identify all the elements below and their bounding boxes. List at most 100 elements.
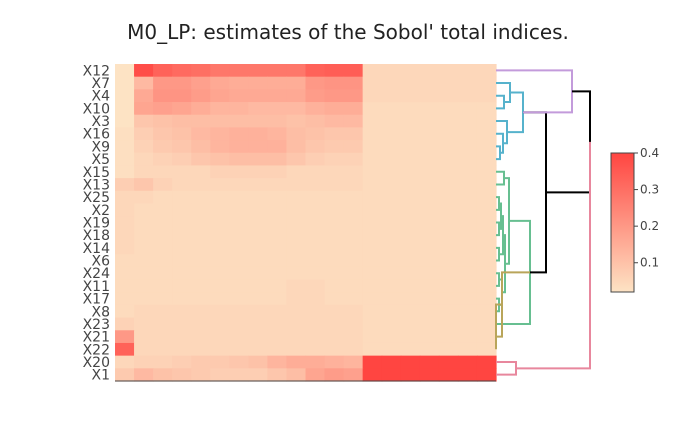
heatmap-cell — [438, 64, 459, 78]
heatmap-cell — [134, 114, 154, 128]
y-tick-label: X25 — [83, 190, 110, 206]
heatmap-cell — [362, 64, 383, 78]
heatmap-cell — [134, 216, 154, 230]
heatmap-cell — [286, 266, 307, 281]
heatmap-cell — [134, 89, 154, 103]
heatmap-cell — [286, 228, 307, 243]
heatmap-cell — [324, 342, 345, 357]
heatmap-cell — [324, 216, 345, 230]
heatmap-cell — [210, 304, 230, 319]
heatmap-cell — [115, 342, 135, 357]
heatmap-cell — [457, 304, 478, 319]
heatmap-cell — [343, 254, 364, 268]
heatmap-cell — [457, 317, 478, 331]
heatmap-cell — [419, 355, 440, 369]
heatmap-cell — [476, 241, 497, 255]
heatmap-cell — [381, 127, 402, 141]
heatmap-cell — [400, 368, 421, 382]
heatmap-cell — [229, 89, 249, 103]
heatmap-cell — [457, 64, 478, 78]
heatmap-cell — [343, 203, 364, 217]
heatmap-cell — [267, 190, 288, 205]
heatmap-cell — [324, 76, 345, 90]
heatmap-cell — [476, 102, 497, 116]
heatmap-cell — [172, 102, 192, 116]
heatmap-cell — [419, 190, 440, 205]
heatmap-cell — [343, 152, 364, 167]
heatmap-cell — [115, 102, 135, 116]
heatmap-cell — [115, 64, 135, 78]
heatmap-cell — [115, 89, 135, 103]
heatmap-cell — [419, 330, 440, 344]
heatmap-cell — [305, 127, 326, 141]
heatmap-cell — [343, 165, 364, 179]
heatmap-cell — [476, 317, 497, 331]
y-tick-label: X13 — [83, 177, 110, 193]
heatmap-cell — [381, 203, 402, 217]
heatmap-cell — [229, 228, 249, 243]
heatmap-cell — [381, 165, 402, 179]
heatmap-cell — [476, 355, 497, 369]
heatmap-cell — [362, 292, 383, 306]
heatmap-cell — [229, 355, 249, 369]
y-tick-label: X16 — [83, 127, 110, 143]
heatmap-cell — [419, 342, 440, 357]
heatmap-cell — [324, 203, 345, 217]
heatmap-cell — [381, 292, 402, 306]
heatmap-cell — [153, 190, 173, 205]
heatmap-cell — [400, 114, 421, 128]
heatmap-cell — [229, 241, 249, 255]
heatmap-cell — [286, 241, 307, 255]
heatmap-cell — [476, 330, 497, 344]
heatmap-cell — [172, 292, 192, 306]
heatmap-cell — [419, 89, 440, 103]
heatmap-cell — [115, 266, 135, 281]
heatmap-cell — [400, 203, 421, 217]
y-tick-label: X19 — [83, 216, 110, 232]
chart-title: M0_LP: estimates of the Sobol' total ind… — [127, 20, 569, 44]
heatmap-cell — [134, 368, 154, 382]
heatmap-cell — [267, 64, 288, 78]
heatmap-cell — [438, 355, 459, 369]
heatmap-cell — [419, 76, 440, 90]
heatmap-cell — [134, 76, 154, 90]
heatmap-cell — [267, 304, 288, 319]
heatmap-cell — [286, 254, 307, 268]
heatmap-cell — [267, 165, 288, 179]
heatmap-cell — [153, 76, 173, 90]
heatmap-cell — [362, 342, 383, 357]
heatmap-cell — [305, 203, 326, 217]
heatmap-cell — [400, 165, 421, 179]
heatmap-cell — [229, 317, 249, 331]
y-tick-label: X21 — [83, 330, 110, 346]
heatmap-cell — [248, 241, 268, 255]
heatmap-cell — [229, 292, 249, 306]
heatmap-cell — [134, 203, 154, 217]
heatmap-cell — [305, 64, 326, 78]
heatmap-cell — [134, 342, 154, 357]
heatmap-cell — [362, 254, 383, 268]
heatmap-cell — [457, 254, 478, 268]
heatmap-cell — [210, 317, 230, 331]
heatmap-cell — [324, 368, 345, 382]
y-tick-label: X23 — [83, 317, 110, 333]
y-tick-label: X10 — [83, 101, 110, 117]
heatmap-cell — [229, 190, 249, 205]
heatmap-cell — [438, 292, 459, 306]
heatmap-cell — [457, 178, 478, 192]
heatmap-cell — [381, 254, 402, 268]
heatmap-cell — [400, 152, 421, 167]
heatmap-cell — [267, 228, 288, 243]
heatmap-cell — [172, 266, 192, 281]
heatmap-cell — [191, 368, 211, 382]
colorbar-tick-label: 0.1 — [640, 256, 659, 270]
heatmap-cell — [305, 368, 326, 382]
heatmap-cell — [457, 279, 478, 293]
heatmap-cell — [476, 342, 497, 357]
heatmap-cell — [305, 216, 326, 230]
heatmap-cell — [305, 140, 326, 154]
heatmap-cell — [134, 165, 154, 179]
heatmap-cell — [362, 190, 383, 205]
heatmap-cell — [172, 203, 192, 217]
heatmap-cell — [134, 127, 154, 141]
